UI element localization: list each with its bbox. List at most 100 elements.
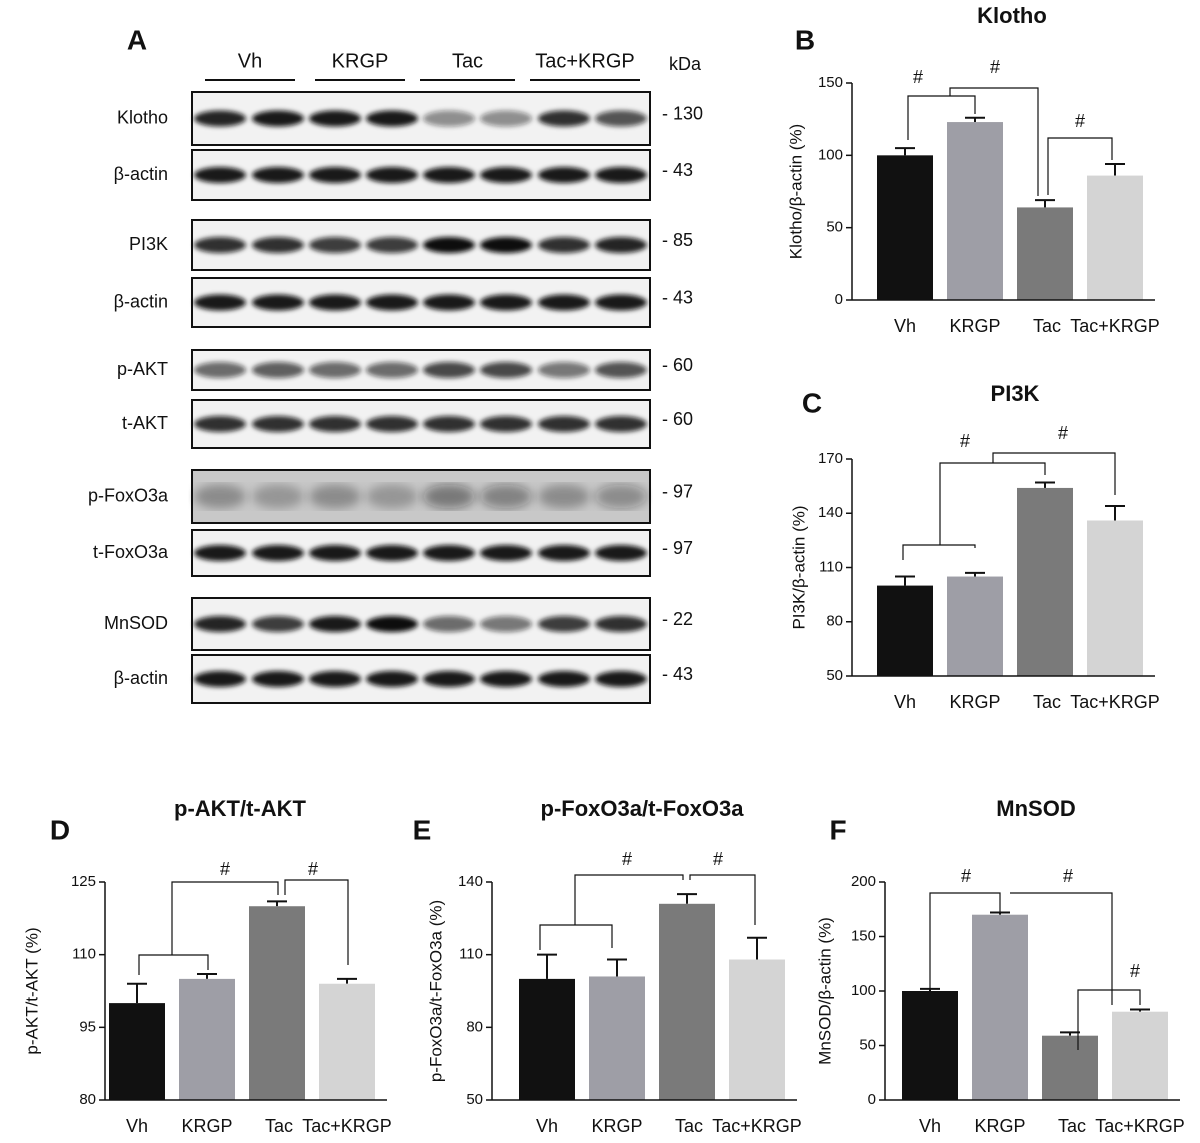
blot-band [309, 294, 361, 311]
significance-mark: # [913, 67, 923, 87]
group-label: KRGP [332, 50, 389, 72]
y-tick-label: 100 [851, 982, 876, 999]
blot-band [595, 167, 647, 183]
blot-band [423, 167, 475, 183]
bar [1087, 520, 1143, 676]
kda-label: - 130 [662, 103, 703, 123]
significance-mark: # [220, 859, 230, 879]
row-label: p-AKT [117, 359, 168, 379]
bar [659, 903, 715, 1100]
significance-mark: # [1075, 111, 1085, 131]
y-tick-label: 110 [819, 558, 843, 575]
blot-band [538, 616, 590, 632]
bar [319, 983, 375, 1100]
blot-band [423, 110, 475, 127]
blot-band [538, 416, 590, 432]
chart-title: p-FoxO3a/t-FoxO3a [541, 796, 745, 821]
blot-band [480, 237, 532, 253]
kda-label: - 60 [662, 409, 693, 429]
blot-band [252, 484, 304, 509]
y-tick-label: 140 [458, 873, 483, 890]
significance-mark: # [990, 57, 1000, 77]
kda-label: - 43 [662, 160, 693, 180]
chart-title: p-AKT/t-AKT [174, 796, 307, 821]
blot-band [595, 484, 647, 509]
significance-bracket [689, 874, 756, 925]
blot-band [423, 545, 475, 561]
bar [519, 978, 575, 1100]
chart-title: MnSOD [996, 796, 1075, 821]
blot-band [538, 237, 590, 253]
blot-band [538, 110, 590, 127]
blot-band [595, 237, 647, 253]
blot-band [194, 545, 246, 561]
x-tick-label: Tac [1058, 1116, 1086, 1136]
significance-bracket [902, 544, 976, 560]
x-tick-label: KRGP [181, 1116, 232, 1136]
y-tick-label: 140 [818, 504, 843, 521]
y-tick-label: 125 [71, 873, 96, 890]
x-tick-label: KRGP [974, 1116, 1025, 1136]
significance-bracket [171, 881, 279, 955]
blot-band [480, 484, 532, 509]
panel-letter: A [127, 24, 147, 55]
blot-band [252, 110, 304, 127]
blot-band [252, 294, 304, 311]
blot-band [194, 416, 246, 432]
blot-band [595, 362, 647, 378]
bar [1112, 1011, 1168, 1100]
x-tick-label: Vh [536, 1116, 558, 1136]
bar [947, 122, 1003, 300]
blot-band [309, 416, 361, 432]
significance-mark: # [1130, 961, 1140, 981]
unit-label: kDa [669, 54, 702, 74]
y-axis-label: PI3K/β-actin (%) [789, 505, 808, 629]
group-label: Tac [452, 50, 483, 72]
blot-band [538, 545, 590, 561]
bar [1087, 175, 1143, 300]
y-tick-label: 50 [859, 1036, 876, 1053]
blot-band [309, 671, 361, 687]
y-axis-label: MnSOD/β-actin (%) [815, 917, 834, 1065]
significance-bracket [284, 879, 349, 965]
blot-band [366, 237, 418, 253]
blot-band [366, 294, 418, 311]
x-tick-label: Vh [894, 692, 916, 712]
blot-band [538, 167, 590, 183]
kda-label: - 43 [662, 664, 693, 684]
y-tick-label: 80 [826, 613, 843, 630]
y-axis-label: p-AKT/t-AKT (%) [22, 927, 41, 1054]
blot-band [309, 484, 361, 509]
y-tick-label: 170 [818, 450, 843, 467]
row-label: β-actin [114, 164, 168, 184]
kda-label: - 85 [662, 230, 693, 250]
y-tick-label: 150 [851, 927, 876, 944]
blot-band [480, 545, 532, 561]
blot-band [595, 294, 647, 311]
y-tick-label: 0 [835, 291, 843, 308]
x-tick-label: KRGP [591, 1116, 642, 1136]
blot-band [595, 671, 647, 687]
bar [877, 585, 933, 676]
blot-band [194, 294, 246, 311]
x-tick-label: Tac+KRGP [1070, 316, 1160, 336]
row-label: PI3K [129, 234, 168, 254]
blot-band [252, 416, 304, 432]
blot-band [252, 237, 304, 253]
bar [877, 155, 933, 300]
blot-band [423, 294, 475, 311]
y-tick-label: 110 [459, 946, 483, 963]
row-label: p-FoxO3a [88, 485, 169, 505]
significance-bracket [574, 874, 684, 925]
blot-band [194, 671, 246, 687]
blot-band [309, 545, 361, 561]
significance-bracket [929, 892, 1001, 990]
blot-band [194, 362, 246, 378]
blot-band [366, 671, 418, 687]
group-label: Vh [238, 50, 262, 72]
blot-band [366, 616, 418, 632]
x-tick-label: Tac [1033, 692, 1061, 712]
bar [972, 914, 1028, 1100]
blot-band [194, 616, 246, 632]
